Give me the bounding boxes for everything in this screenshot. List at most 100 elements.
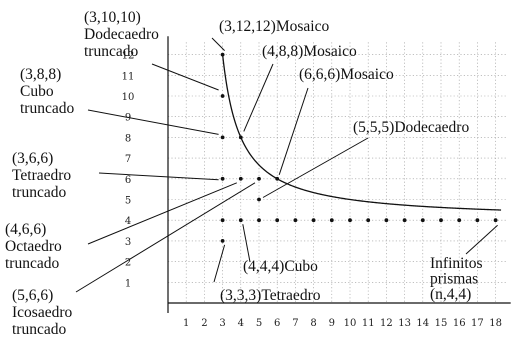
x-tick-label: 2 bbox=[201, 318, 207, 329]
data-point bbox=[257, 197, 261, 202]
x-tick-label: 4 bbox=[238, 318, 244, 329]
annotation-line: (4,6,6) bbox=[5, 221, 46, 238]
annotation-line: (3,3,3)Tetraedro bbox=[220, 287, 321, 304]
leader-line bbox=[213, 244, 226, 283]
y-tick-label: 4 bbox=[125, 216, 131, 227]
y-tick-label: 3 bbox=[125, 237, 131, 248]
data-point bbox=[439, 218, 443, 223]
annotation-line: (5,5,5)Dodecaedro bbox=[353, 119, 469, 136]
data-point bbox=[220, 52, 225, 57]
data-point bbox=[366, 218, 371, 223]
annotation-label: (3,12,12)Mosaico bbox=[219, 18, 329, 35]
x-tick-label: 13 bbox=[398, 318, 411, 329]
x-tick-label: 18 bbox=[489, 318, 502, 329]
data-point bbox=[220, 239, 225, 243]
curve-layer bbox=[221, 54, 502, 211]
leader-line bbox=[243, 63, 274, 132]
annotation-line: (n,4,4) bbox=[430, 286, 471, 303]
leader-line bbox=[242, 224, 251, 263]
y-tick-label: 1 bbox=[125, 278, 131, 289]
y-tick-label: 6 bbox=[125, 175, 131, 186]
annotation-label: (5,5,5)Dodecaedro bbox=[353, 119, 469, 136]
x-tick-label: 11 bbox=[362, 318, 375, 329]
annotation-line: Tetraedro bbox=[12, 167, 71, 184]
annotation-line: (3,10,10) bbox=[84, 9, 141, 26]
curve-line bbox=[221, 54, 502, 211]
x-tick-label: 12 bbox=[380, 318, 393, 329]
annotation-label: (3,8,8) Cubo truncado bbox=[20, 66, 74, 117]
annotation-line: Dodecaedro bbox=[84, 26, 159, 43]
x-tick-label: 15 bbox=[435, 318, 448, 329]
x-tick-label: 5 bbox=[256, 318, 262, 329]
data-point bbox=[257, 176, 261, 181]
x-tick-labels: 1 2 3 4 5 6 7 8 9 10 11 12 13 14 15 16 17 18 bbox=[183, 318, 502, 329]
x-tick-label: 17 bbox=[471, 318, 484, 329]
leader-line bbox=[87, 109, 219, 135]
grid bbox=[168, 42, 507, 303]
data-point bbox=[457, 218, 462, 223]
leader-line bbox=[98, 172, 219, 181]
data-point bbox=[348, 218, 352, 223]
annotation-line: (3,6,6) bbox=[12, 150, 53, 167]
annotations: (3,10,10) Dodecaedro truncado(3,12,12)Mosa… bbox=[5, 9, 483, 338]
annotation-line: Octaedro bbox=[5, 238, 62, 255]
data-point bbox=[475, 218, 480, 223]
y-tick-label: 9 bbox=[125, 113, 131, 124]
annotation-label: (5,6,6) Icosaedro truncado bbox=[12, 287, 72, 338]
data-point bbox=[238, 176, 243, 181]
data-point bbox=[311, 218, 316, 223]
annotation-label: (3,3,3)Tetraedro bbox=[220, 287, 321, 304]
annotation-line: truncado bbox=[5, 255, 59, 272]
annotation-line: Infinitos bbox=[430, 255, 483, 272]
annotation-label: (4,8,8)Mosaico bbox=[262, 43, 357, 60]
points bbox=[220, 52, 498, 243]
annotation-line: (3,8,8) bbox=[20, 66, 61, 83]
annotation-line: truncado bbox=[84, 43, 138, 60]
data-point bbox=[493, 218, 498, 223]
data-point bbox=[220, 176, 225, 181]
x-tick-label: 7 bbox=[292, 318, 298, 329]
x-tick-label: 10 bbox=[344, 318, 357, 329]
axes bbox=[167, 36, 511, 313]
annotation-label: (4,4,4)Cubo bbox=[243, 258, 318, 275]
annotation-line: (3,12,12)Mosaico bbox=[219, 18, 329, 35]
annotation-line: (6,6,6)Mosaico bbox=[299, 66, 394, 83]
data-point bbox=[329, 218, 334, 223]
data-point bbox=[220, 135, 225, 140]
annotation-label: (3,6,6) Tetraedro truncado bbox=[12, 150, 71, 201]
annotation-line: truncado bbox=[12, 321, 66, 338]
y-tick-label: 5 bbox=[125, 196, 131, 207]
x-tick-label: 9 bbox=[329, 318, 335, 329]
annotation-line: prismas bbox=[430, 271, 478, 288]
data-point bbox=[275, 218, 280, 223]
annotation-label: (3,10,10) Dodecaedro truncado bbox=[84, 9, 159, 60]
y-tick-label: 10 bbox=[122, 92, 135, 103]
annotation-label: (4,6,6) Octaedro truncado bbox=[5, 221, 62, 272]
annotation-label: (6,6,6)Mosaico bbox=[299, 66, 394, 83]
annotation-line: Icosaedro bbox=[12, 304, 72, 321]
y-tick-label: 11 bbox=[122, 71, 135, 82]
annotation-line: truncado bbox=[12, 184, 66, 201]
leader-line bbox=[465, 224, 498, 255]
data-point bbox=[275, 176, 280, 181]
data-point bbox=[293, 218, 298, 223]
x-tick-label: 6 bbox=[274, 318, 280, 329]
x-tick-label: 1 bbox=[183, 318, 189, 329]
x-tick-label: 3 bbox=[219, 318, 225, 329]
leader-line bbox=[211, 37, 225, 51]
annotation-leader-lines bbox=[75, 37, 498, 293]
annotation-label: Infinitos prismas (n,4,4) bbox=[430, 255, 483, 303]
x-tick-label: 8 bbox=[310, 318, 316, 329]
data-point bbox=[420, 218, 425, 223]
leader-line bbox=[151, 63, 219, 91]
leader-line bbox=[75, 182, 256, 293]
y-tick-label: 7 bbox=[125, 154, 131, 165]
data-point bbox=[384, 218, 389, 223]
data-point bbox=[238, 218, 243, 223]
annotation-line: (4,8,8)Mosaico bbox=[262, 43, 357, 60]
annotation-line: truncado bbox=[20, 100, 74, 117]
y-tick-label: 8 bbox=[125, 133, 131, 144]
data-point bbox=[238, 135, 243, 140]
